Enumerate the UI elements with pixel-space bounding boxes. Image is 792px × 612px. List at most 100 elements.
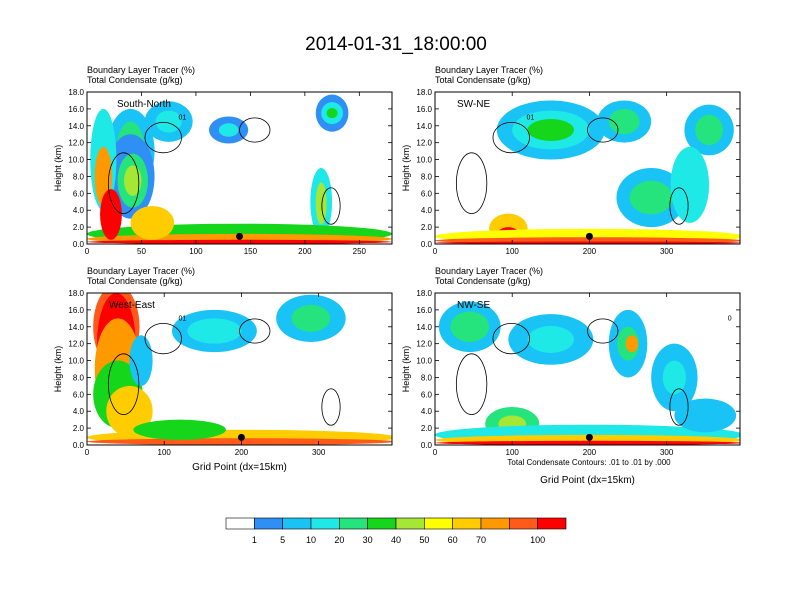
location-marker (585, 433, 593, 441)
y-axis: 0.0 2.0 4.0 6.0 8.0 10.0 12.0 14.0 16.0 18.0 Heigh… (53, 289, 392, 450)
panel-field (87, 293, 392, 445)
x-tick-label: 300 (312, 448, 326, 457)
y-tick-label: 8.0 (73, 172, 85, 181)
x-axis-label: Grid Point (dx=15km) (540, 475, 635, 486)
y-tick-label: 2.0 (73, 424, 85, 433)
field-region (662, 360, 686, 395)
y-tick-label: 8.0 (421, 373, 433, 382)
panel-title-line1: Boundary Layer Tracer (%) (87, 266, 195, 276)
x-axis: 0 100 200 300 (433, 92, 674, 256)
contour-line (107, 152, 140, 215)
colorbar-swatch (395, 517, 425, 530)
x-tick-label: 0 (85, 247, 90, 256)
x-tick-label: 100 (506, 448, 520, 457)
panel-label: SW-NE (457, 99, 490, 110)
y-tick-label: 18.0 (68, 289, 84, 298)
colorbar-label: 40 (391, 535, 401, 545)
panel-label: West-East (109, 300, 155, 311)
y-tick-label: 2.0 (421, 424, 433, 433)
field-region (608, 108, 640, 135)
field-region (625, 335, 639, 353)
contour-line (587, 117, 619, 143)
field-region (218, 123, 239, 137)
colorbar-label: 30 (363, 535, 373, 545)
contour-line (321, 388, 341, 426)
panel-frame (434, 91, 741, 245)
y-tick-label: 14.0 (68, 122, 84, 131)
y-tick-label: 6.0 (421, 390, 433, 399)
y-tick-label: 2.0 (421, 223, 433, 232)
contour-line (144, 322, 182, 355)
location-marker (237, 433, 245, 441)
field-region (695, 114, 724, 146)
condensate-contours (455, 318, 689, 426)
panel-frame (434, 292, 741, 446)
contour-line (669, 187, 689, 225)
contour-label: 01 (179, 114, 187, 121)
colorbar-swatch (452, 517, 482, 530)
y-tick-label: 0.0 (421, 441, 433, 450)
field-region (450, 311, 490, 342)
contour-line (455, 152, 488, 215)
colorbar-swatch (254, 517, 283, 530)
colorbar: 1 5 10 20 30 40 50 60 70 100 (225, 517, 567, 545)
colorbar-swatch (537, 517, 567, 530)
y-tick-label: 18.0 (416, 289, 432, 298)
field-region (527, 325, 574, 353)
y-tick-label: 10.0 (416, 156, 432, 165)
field-region (674, 398, 737, 433)
panel-title-line2: Total Condensate (g/kg) (87, 75, 183, 85)
field-region (315, 182, 327, 225)
panel-field (435, 92, 740, 244)
field-region (326, 108, 338, 119)
panel-frame (86, 91, 393, 245)
panel-title-line1: Boundary Layer Tracer (%) (435, 266, 543, 276)
field-region (130, 206, 175, 240)
contour-line (239, 117, 271, 143)
y-tick-label: 6.0 (73, 189, 85, 198)
colorbar-label: 50 (419, 535, 429, 545)
x-tick-label: 300 (660, 448, 674, 457)
x-tick-label: 100 (506, 247, 520, 256)
y-tick-label: 12.0 (416, 340, 432, 349)
field-region (187, 318, 242, 344)
x-tick-label: 0 (433, 448, 438, 457)
panel-west-east: Boundary Layer Tracer (%)Total Condensat… (53, 266, 393, 473)
contour-line (455, 353, 488, 416)
panel-south-north: Boundary Layer Tracer (%)Total Condensat… (53, 65, 393, 256)
contour-label: 01 (179, 315, 187, 322)
contour-line (144, 122, 182, 154)
field-region (291, 304, 331, 332)
field-region (527, 119, 574, 141)
condensate-contours (107, 117, 341, 225)
x-tick-label: 300 (660, 247, 674, 256)
colorbar-label: 100 (530, 535, 545, 545)
location-marker (236, 232, 243, 240)
y-axis-label: Height (km) (401, 346, 411, 393)
y-axis: 0.0 2.0 4.0 6.0 8.0 10.0 12.0 14.0 16.0 18.0 Heigh… (401, 88, 740, 249)
panel-title-line2: Total Condensate (g/kg) (87, 276, 183, 286)
colorbar-swatch (367, 517, 397, 530)
panel-nw-se: Boundary Layer Tracer (%)Total Condensat… (401, 266, 741, 486)
condensate-contours (107, 318, 341, 426)
y-tick-label: 4.0 (73, 206, 85, 215)
field-region (435, 241, 740, 244)
colorbar-swatch (339, 517, 368, 530)
x-tick-label: 100 (189, 247, 203, 256)
y-tick-label: 14.0 (68, 323, 84, 332)
panel-label: NW-SE (457, 300, 490, 311)
x-axis: 0 100 200 300 Grid Point (dx=15km) (85, 293, 326, 473)
y-tick-label: 8.0 (421, 172, 433, 181)
x-tick-label: 200 (298, 247, 312, 256)
y-tick-label: 18.0 (68, 88, 84, 97)
y-tick-label: 18.0 (416, 88, 432, 97)
colorbar-label: 5 (280, 535, 285, 545)
location-marker (585, 232, 593, 240)
y-tick-label: 16.0 (416, 105, 432, 114)
x-tick-label: 200 (235, 448, 249, 457)
colorbar-label: 70 (476, 535, 486, 545)
condensate-contours (455, 117, 689, 225)
panel-frame (86, 292, 393, 446)
colorbar-label: 20 (334, 535, 344, 545)
